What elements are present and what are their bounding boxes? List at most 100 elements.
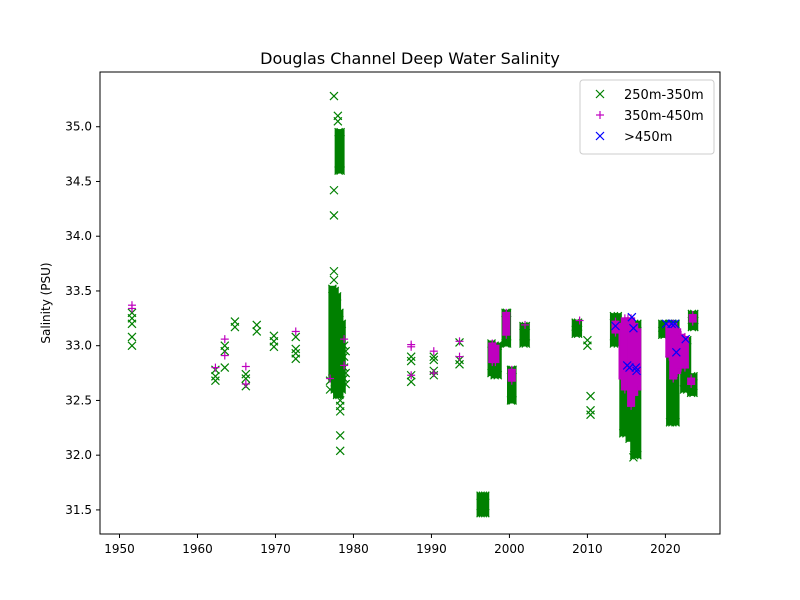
legend-entry: >450m — [624, 130, 672, 145]
legend-marker — [596, 111, 604, 119]
x-tick-label: 1960 — [182, 542, 213, 556]
data-point — [582, 335, 592, 345]
data-point — [329, 275, 339, 285]
x-axis: 1950 1960 1970 1980 1990 2000 2010 2020 — [104, 534, 681, 556]
data-point — [681, 334, 691, 344]
data-point — [406, 377, 416, 387]
data-point — [673, 369, 682, 378]
data-point — [291, 332, 301, 342]
data-point — [127, 332, 137, 342]
data-point — [670, 319, 680, 329]
x-tick-label: 2010 — [572, 542, 603, 556]
data-point — [633, 385, 642, 394]
data-point — [429, 352, 439, 362]
data-point — [521, 321, 531, 331]
data-point — [406, 356, 416, 366]
legend-entry: 250m-350m — [624, 88, 704, 103]
data-point — [629, 452, 638, 462]
data-point — [688, 317, 697, 326]
data-point-cluster — [502, 308, 511, 339]
data-point — [210, 376, 220, 386]
data-point — [337, 319, 347, 329]
legend: 250m-350m 350m-450m >450m — [579, 79, 715, 155]
data-point — [480, 508, 490, 518]
data-point — [127, 341, 137, 351]
data-point — [502, 330, 511, 339]
data-point — [407, 371, 416, 380]
data-point — [407, 342, 416, 351]
data-point — [611, 321, 620, 331]
y-tick-label: 33.5 — [65, 284, 92, 298]
data-point — [341, 368, 351, 378]
data-point-cluster — [480, 491, 490, 518]
data-point — [632, 366, 641, 376]
data-point — [521, 320, 530, 329]
data-point — [629, 323, 638, 333]
data-point — [230, 317, 240, 327]
y-tick-label: 34.5 — [65, 174, 92, 188]
data-point — [341, 379, 351, 389]
data-point — [507, 365, 516, 374]
data-point — [211, 363, 220, 372]
data-point — [291, 348, 301, 358]
data-point — [329, 91, 339, 101]
data-point-cluster — [633, 325, 642, 394]
data-point-cluster — [611, 317, 620, 337]
series-group — [611, 312, 691, 376]
data-point — [241, 380, 250, 389]
data-point — [689, 388, 698, 398]
data-point — [339, 341, 349, 351]
x-tick-label: 1990 — [416, 542, 447, 556]
data-point — [627, 401, 636, 410]
data-point — [631, 363, 641, 373]
data-point — [502, 308, 511, 317]
data-point — [429, 369, 438, 378]
data-point — [669, 374, 678, 383]
x-tick-label: 1950 — [104, 542, 135, 556]
data-point — [335, 446, 345, 456]
data-point — [220, 363, 230, 373]
data-point — [630, 319, 639, 328]
data-point — [507, 376, 516, 385]
data-point — [625, 363, 634, 373]
data-point — [455, 337, 464, 346]
data-point — [627, 312, 637, 322]
x-tick-label: 2000 — [494, 542, 525, 556]
data-point — [220, 351, 229, 360]
data-point — [335, 431, 345, 440]
data-point — [406, 352, 416, 362]
data-point — [429, 355, 439, 365]
data-point — [333, 116, 343, 126]
data-point — [332, 292, 342, 301]
data-point — [337, 385, 347, 394]
data-point-cluster — [521, 321, 531, 348]
data-point — [339, 352, 349, 362]
data-point — [341, 346, 351, 356]
data-point-cluster — [337, 319, 347, 394]
y-axis: 31.5 32.0 32.5 33.0 33.5 34.0 34.5 35.0 — [65, 120, 100, 517]
data-point — [493, 370, 503, 380]
data-point — [667, 319, 677, 329]
data-point — [429, 347, 438, 356]
data-point — [502, 339, 512, 348]
data-point — [630, 390, 639, 399]
data-point — [521, 339, 531, 348]
data-point — [480, 491, 490, 501]
y-tick-label: 31.5 — [65, 503, 92, 517]
data-point-cluster — [687, 374, 696, 389]
data-point — [329, 185, 339, 195]
x-tick-label: 1980 — [338, 542, 369, 556]
data-point — [127, 304, 136, 313]
data-point — [575, 316, 584, 325]
y-axis-label: Salinity (PSU) — [39, 262, 53, 343]
y-tick-label: 32.5 — [65, 393, 92, 407]
x-tick-label: 1970 — [260, 542, 291, 556]
data-point — [573, 329, 583, 339]
data-point — [336, 166, 346, 175]
data-point — [241, 362, 250, 371]
data-point — [336, 127, 346, 137]
legend-box — [579, 79, 715, 155]
data-point — [455, 359, 464, 369]
data-point-cluster — [491, 341, 500, 367]
data-point — [671, 347, 681, 357]
